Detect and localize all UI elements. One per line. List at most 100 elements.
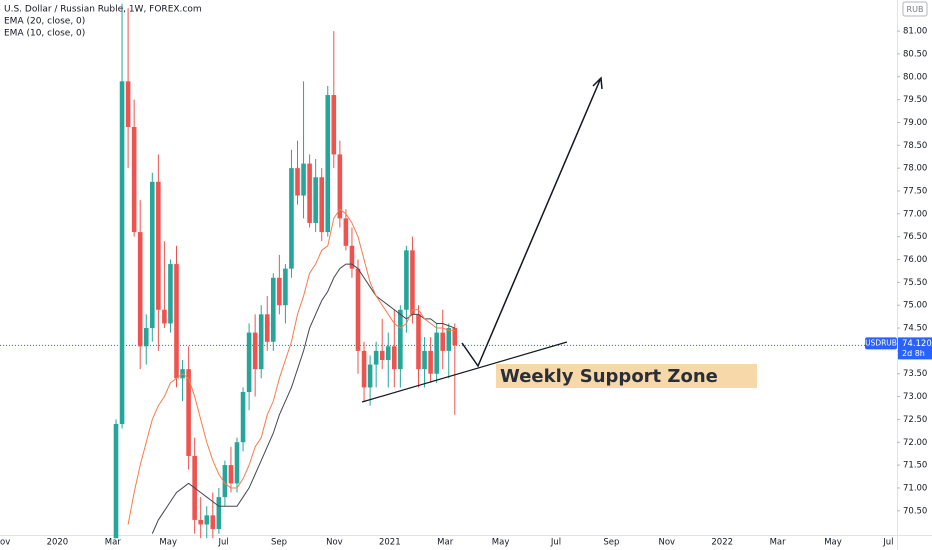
x-tick-label: Nov xyxy=(0,538,10,548)
y-tick-label: 80.00 xyxy=(903,72,927,82)
candle-body xyxy=(271,277,276,342)
trend-line xyxy=(361,341,568,403)
candle-body xyxy=(410,250,415,315)
candle-body xyxy=(150,181,155,329)
x-tick-label: Jul xyxy=(217,538,228,548)
candle-body xyxy=(198,519,203,525)
y-tick-label: 73.50 xyxy=(903,369,927,379)
candle-body xyxy=(301,163,306,196)
y-tick-label: 77.50 xyxy=(903,186,927,196)
arrow-head xyxy=(592,76,603,90)
candle-body xyxy=(319,177,324,233)
candle-body xyxy=(398,309,403,370)
x-tick-label: Mar xyxy=(770,538,787,548)
x-tick-label: Mar xyxy=(105,538,122,548)
x-tick-label: Jul xyxy=(882,538,893,548)
candle-body xyxy=(331,95,337,155)
candle-body xyxy=(313,177,318,223)
currency[interactable]: RUB xyxy=(907,5,924,14)
candle-body xyxy=(228,465,234,484)
y-tick-label: 80.50 xyxy=(903,49,927,59)
y-tick-label: 76.00 xyxy=(903,255,927,265)
ema-line xyxy=(127,208,455,525)
candle-body xyxy=(186,369,191,456)
y-tick-label: 71.00 xyxy=(903,483,927,493)
x-tick-label: Sep xyxy=(271,538,287,548)
candle-body xyxy=(373,350,379,365)
candle-body xyxy=(404,250,409,310)
candle-body xyxy=(264,314,270,342)
candle-body xyxy=(440,332,445,351)
candle-body xyxy=(289,168,294,269)
candle-body xyxy=(222,465,228,498)
candle-body xyxy=(367,364,373,388)
candle-body xyxy=(349,245,355,269)
candle-body xyxy=(174,264,179,379)
x-tick-label: Sep xyxy=(603,538,619,548)
candle-body xyxy=(355,268,361,351)
candle-body xyxy=(162,309,167,324)
x-tick-label: Nov xyxy=(659,538,676,548)
candle-body xyxy=(307,163,312,223)
candle-body xyxy=(240,391,246,443)
y-tick-label: 74.50 xyxy=(903,324,927,334)
y-tick-label: 78.00 xyxy=(903,164,927,174)
y-tick-label: 76.50 xyxy=(903,232,927,242)
candle-body xyxy=(416,314,421,370)
candle-body xyxy=(277,277,282,306)
candle-body xyxy=(234,442,240,484)
y-tick-label: 79.00 xyxy=(903,118,927,128)
candle-body xyxy=(446,328,452,351)
support-zone xyxy=(496,364,757,388)
x-tick-label: 2020 xyxy=(47,538,69,548)
y-tick-label: 73.00 xyxy=(903,392,927,402)
candle-body xyxy=(434,332,439,374)
candle-body xyxy=(246,332,252,392)
candle-body xyxy=(452,328,458,346)
y-tick-label: 70.50 xyxy=(903,506,927,516)
candle-body xyxy=(119,81,125,424)
x-tick-label: 2022 xyxy=(711,538,733,548)
candle-body xyxy=(113,423,119,539)
x-tick-label: Mar xyxy=(437,538,454,548)
candle-body xyxy=(125,81,131,128)
y-tick-label: 71.50 xyxy=(903,461,927,471)
y-tick-label: 77.00 xyxy=(903,209,927,219)
indicator-label: EMA (10, close, 0) xyxy=(4,29,85,39)
candle-body xyxy=(216,497,222,530)
y-tick-label: 79.50 xyxy=(903,95,927,105)
y-tick-label: 72.00 xyxy=(903,438,927,448)
candle-body xyxy=(428,350,433,374)
candle-body xyxy=(131,127,137,233)
price-tag-label: 74.120 xyxy=(902,339,932,349)
x-tick-label: May xyxy=(824,538,842,548)
candle-body xyxy=(385,346,391,361)
indicator-label: EMA (20, close, 0) xyxy=(4,17,85,27)
projection-arrow xyxy=(461,79,601,368)
x-tick-label: Jul xyxy=(550,538,561,548)
candle-body xyxy=(295,168,300,196)
candle-body xyxy=(252,332,258,370)
plot-area xyxy=(0,3,897,539)
y-tick-label: 75.50 xyxy=(903,278,927,288)
candle-body xyxy=(137,232,143,347)
symbol-label: USDRUB xyxy=(865,338,897,347)
candle-body xyxy=(392,346,397,370)
x-tick-label: May xyxy=(159,538,177,548)
candle-body xyxy=(343,218,349,246)
y-tick-label: 75.00 xyxy=(903,301,927,311)
candle-body xyxy=(361,350,367,388)
currency-box[interactable] xyxy=(902,1,928,17)
y-tick-label: 72.50 xyxy=(903,415,927,425)
ema-line xyxy=(151,263,455,534)
chart-title: U.S. Dollar / Russian Ruble, 1W, FOREX.c… xyxy=(4,5,202,15)
y-tick-label: 78.50 xyxy=(903,141,927,151)
x-tick-label: 2021 xyxy=(379,538,401,548)
candle-body xyxy=(379,350,385,361)
candle-body xyxy=(325,95,331,233)
y-tick-label: 81.00 xyxy=(903,27,927,37)
candle-body xyxy=(337,154,343,219)
symbol-tag xyxy=(865,337,897,350)
